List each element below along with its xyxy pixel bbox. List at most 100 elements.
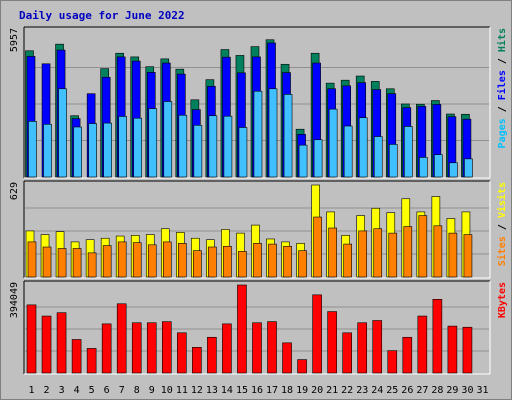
panel-max-label: 394049 (9, 282, 20, 318)
bar-pages-day-27 (419, 157, 428, 178)
bar-kbytes-day-2 (41, 315, 52, 374)
bar-sites-day-14 (223, 245, 232, 278)
bar-pages-day-12 (193, 124, 203, 178)
bar-pages-day-6 (103, 122, 112, 178)
bar-sites-day-10 (162, 241, 172, 278)
bar-pages-day-3 (58, 88, 67, 178)
bar-sites-day-15 (238, 251, 247, 278)
panel-legend: KBytes (497, 282, 508, 318)
legend-hits: Hits (496, 28, 508, 52)
legend-separator: / (497, 100, 508, 118)
bar-sites-day-23 (358, 230, 368, 278)
panel-requests: 5957 Pages / Files / Hits (9, 26, 508, 179)
legend-separator: / (497, 52, 508, 70)
x-label-day-12: 12 (191, 385, 203, 396)
legend-separator: / (497, 218, 508, 236)
bar-pages-day-16 (253, 90, 263, 178)
x-label-day-1: 1 (29, 385, 35, 396)
bar-pages-day-4 (73, 126, 82, 178)
bar-pages-day-2 (43, 124, 52, 178)
x-label-day-7: 7 (119, 385, 125, 396)
bar-sites-day-13 (208, 246, 217, 278)
bar-kbytes-day-9 (146, 322, 157, 374)
bar-pages-day-19 (298, 144, 308, 178)
x-axis-labels: 1 2 3 4 5 6 7 8 9 10 11 12 13 14 15 16 17 18 19 20 21 22 23 24 2… (29, 385, 489, 396)
bar-pages-day-28 (434, 154, 443, 178)
chart-panels: 5957 Pages / Files / Hits 629 Sites / Visit… (9, 26, 508, 375)
bar-sites-day-29 (448, 232, 458, 278)
bar-kbytes-day-8 (131, 322, 142, 374)
bar-pages-day-13 (208, 115, 218, 178)
x-label-day-19: 19 (296, 385, 308, 396)
x-label-day-29: 29 (446, 385, 458, 396)
panel-visits: 629 Sites / Visits (9, 180, 508, 279)
bar-pages-day-7 (118, 116, 127, 178)
bar-sites-day-9 (147, 244, 157, 278)
x-label-day-10: 10 (161, 385, 173, 396)
bar-sites-day-3 (57, 248, 67, 278)
bar-pages-day-14 (223, 115, 233, 178)
bar-pages-day-20 (313, 139, 323, 178)
bar-kbytes-day-21 (327, 311, 337, 374)
bar-kbytes-day-3 (56, 312, 67, 374)
bar-kbytes-day-12 (192, 347, 202, 374)
x-label-day-24: 24 (371, 385, 383, 396)
x-label-day-4: 4 (74, 385, 80, 396)
bar-kbytes-day-10 (161, 321, 172, 374)
x-label-day-18: 18 (281, 385, 293, 396)
bar-kbytes-day-15 (237, 284, 247, 374)
bar-pages-day-26 (404, 126, 413, 178)
bar-kbytes-day-14 (222, 323, 232, 374)
x-label-day-30: 30 (461, 385, 473, 396)
x-label-day-16: 16 (251, 385, 263, 396)
bar-kbytes-day-20 (312, 294, 322, 374)
bar-pages-day-5 (88, 123, 97, 178)
x-label-day-26: 26 (401, 385, 413, 396)
panel-kbytes: 394049 KBytes (9, 280, 508, 375)
bar-pages-day-17 (268, 88, 278, 178)
legend-files: Files (496, 70, 508, 100)
x-label-day-25: 25 (386, 385, 398, 396)
bar-sites-day-30 (463, 234, 473, 278)
x-label-day-15: 15 (236, 385, 248, 396)
bar-sites-day-19 (298, 250, 307, 278)
x-label-day-5: 5 (89, 385, 95, 396)
bar-pages-day-29 (449, 162, 458, 178)
x-label-day-22: 22 (341, 385, 353, 396)
legend-sites: Sites (496, 236, 508, 266)
bar-pages-day-11 (178, 114, 188, 178)
bar-kbytes-day-24 (372, 320, 383, 374)
bar-pages-day-24 (373, 136, 383, 178)
bar-pages-day-9 (148, 108, 158, 178)
bar-pages-day-21 (328, 108, 338, 178)
x-label-day-8: 8 (134, 385, 140, 396)
bar-kbytes-day-26 (402, 336, 413, 374)
bar-sites-day-27 (418, 215, 428, 278)
bar-kbytes-day-28 (432, 299, 443, 374)
bar-sites-day-24 (373, 228, 383, 278)
bar-kbytes-day-29 (447, 325, 458, 374)
x-label-day-31: 31 (476, 385, 488, 396)
x-label-day-11: 11 (176, 385, 188, 396)
bar-sites-day-22 (343, 243, 352, 278)
chart-title: Daily usage for June 2022 (19, 9, 185, 22)
bar-kbytes-day-7 (116, 303, 127, 374)
bar-kbytes-day-6 (101, 323, 112, 374)
bar-kbytes-day-13 (207, 336, 217, 374)
bar-sites-day-16 (253, 243, 262, 278)
bar-kbytes-day-1 (26, 304, 37, 374)
bar-pages-day-15 (238, 127, 248, 178)
x-label-day-6: 6 (104, 385, 110, 396)
x-label-day-13: 13 (206, 385, 218, 396)
bar-kbytes-day-5 (86, 348, 97, 374)
bar-kbytes-day-19 (297, 359, 307, 374)
bar-kbytes-day-25 (387, 350, 398, 374)
bar-pages-day-25 (388, 144, 398, 178)
x-label-day-2: 2 (44, 385, 50, 396)
x-label-day-27: 27 (416, 385, 428, 396)
bar-pages-day-23 (358, 117, 368, 178)
x-label-day-28: 28 (431, 385, 443, 396)
bar-pages-day-8 (133, 117, 143, 178)
bar-pages-day-30 (464, 158, 473, 178)
